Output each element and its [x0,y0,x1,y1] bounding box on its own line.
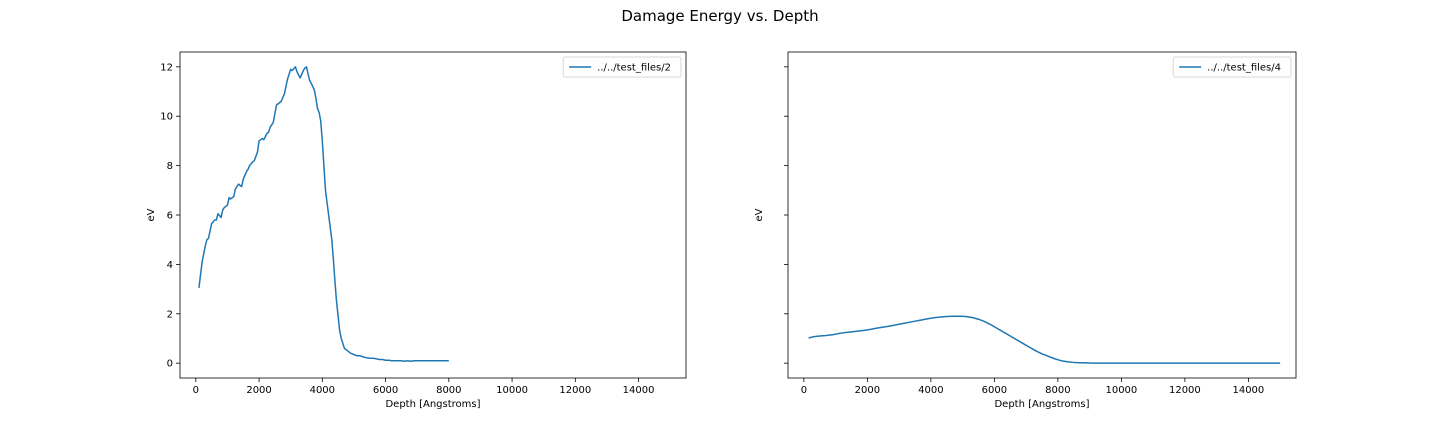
plot-frame [179,51,687,379]
legend-label: ../../test_files/2 [597,63,671,74]
x-tick-label: 10000 [496,385,528,396]
y-tick-label: 8 [167,161,173,172]
y-axis-label: eV [146,208,157,221]
y-tick-label: 2 [167,309,173,320]
series-line [198,66,449,362]
left-plot-axes: 0 2000 4000 6000 8000 10000 12000 14000 0 2 4 6 8 10 1… [146,51,687,410]
legend-box [562,56,682,78]
x-tick-label: 0 [193,385,199,396]
y-tick-label: 10 [160,112,173,123]
x-tick-label: 4000 [310,385,335,396]
y-tick-label: 0 [167,359,173,370]
x-tick-label: 6000 [982,385,1007,396]
x-tick-label: 0 [801,385,807,396]
x-tick-label: 12000 [559,385,591,396]
x-tick-label: 4000 [918,385,943,396]
right-plot-axes: 0 2000 4000 6000 8000 10000 12000 14000 Depth [A… [754,51,1297,410]
legend: ../../test_files/2 [562,56,682,78]
x-tick-label: 14000 [1232,385,1264,396]
y-tick-label: 12 [160,62,173,73]
legend-box [1172,56,1292,78]
x-tick-label: 12000 [1169,385,1201,396]
series-line [808,315,1281,364]
x-axis-label: Depth [Angstroms] [994,399,1089,410]
x-tick-label: 10000 [1105,385,1137,396]
x-tick-label: 14000 [623,385,655,396]
x-tick-label: 2000 [246,385,271,396]
legend: ../../test_files/4 [1172,56,1292,78]
y-axis-label: eV [754,208,765,221]
y-tick-label: 4 [167,260,173,271]
y-tick-label: 6 [167,211,173,222]
x-tick-label: 8000 [1045,385,1070,396]
figure-title: Damage Energy vs. Depth [621,7,818,25]
x-tick-label: 6000 [373,385,398,396]
x-tick-label: 8000 [436,385,461,396]
legend-label: ../../test_files/4 [1207,63,1281,74]
x-tick-label: 2000 [855,385,880,396]
plot-frame [787,51,1297,379]
x-axis-label: Depth [Angstroms] [385,399,480,410]
